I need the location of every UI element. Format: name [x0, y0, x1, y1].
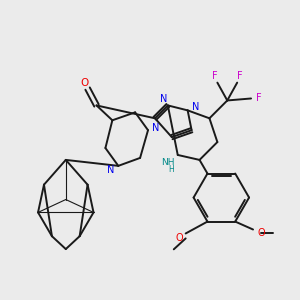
Text: O: O: [80, 78, 89, 88]
Text: F: F: [256, 94, 262, 103]
Text: H: H: [168, 165, 174, 174]
Text: O: O: [176, 233, 184, 243]
Text: O: O: [257, 229, 265, 238]
Text: NH: NH: [161, 158, 175, 167]
Text: F: F: [237, 71, 243, 81]
Text: N: N: [160, 94, 168, 104]
Text: N: N: [192, 102, 199, 112]
Text: N: N: [107, 165, 114, 175]
Text: F: F: [212, 71, 217, 81]
Text: N: N: [152, 123, 160, 133]
